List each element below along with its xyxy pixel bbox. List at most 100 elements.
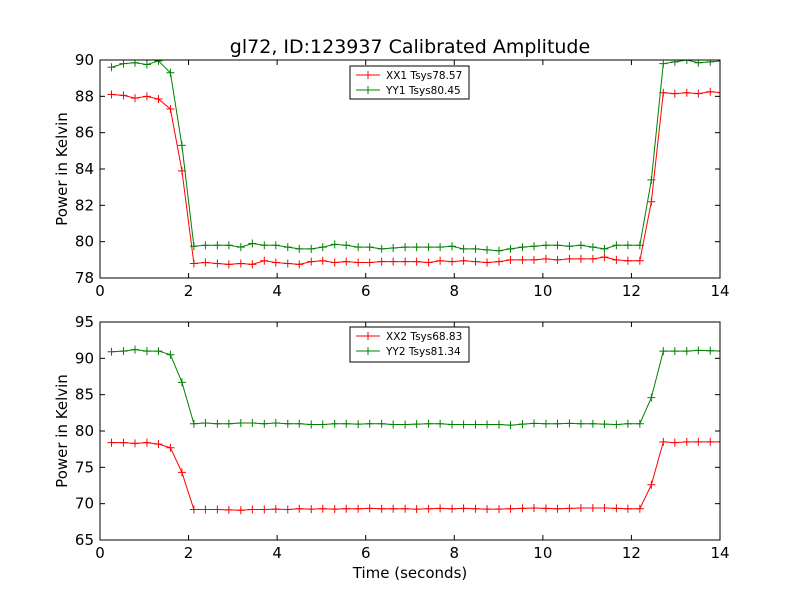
x-tick-label: 8 <box>450 282 460 300</box>
data-point <box>635 241 644 250</box>
data-point <box>354 258 363 267</box>
data-point <box>166 68 175 77</box>
chart-title: gl72, ID:123937 Calibrated Amplitude <box>230 36 590 58</box>
data-point <box>682 437 691 446</box>
data-point <box>541 241 550 250</box>
x-axis-label: Time (seconds) <box>352 564 468 582</box>
data-point <box>330 505 339 514</box>
legend-label: YY1 Tsys80.45 <box>385 85 461 97</box>
data-point <box>213 259 222 268</box>
y-tick-label: 80 <box>75 233 94 251</box>
data-point <box>612 255 621 264</box>
data-point <box>271 258 280 267</box>
data-point <box>401 257 410 266</box>
data-point <box>600 244 609 253</box>
data-point <box>130 345 139 354</box>
data-point <box>365 243 374 252</box>
data-point <box>154 60 163 65</box>
data-point <box>647 480 656 489</box>
data-point <box>459 244 468 253</box>
data-point <box>436 243 445 252</box>
data-point <box>530 419 538 428</box>
data-point <box>342 504 351 513</box>
data-point <box>541 254 550 263</box>
data-point <box>307 257 316 266</box>
data-point <box>342 419 351 428</box>
data-point <box>307 505 316 514</box>
data-point <box>670 60 679 66</box>
data-point <box>248 260 257 269</box>
data-point <box>107 438 116 447</box>
data-point <box>248 239 257 248</box>
y-tick-label: 95 <box>75 313 94 331</box>
data-point <box>377 257 386 266</box>
data-point <box>119 438 128 447</box>
data-point <box>260 419 269 428</box>
data-point <box>130 439 139 448</box>
x-tick-label: 8 <box>450 544 460 562</box>
data-point <box>448 420 457 429</box>
data-point <box>260 241 269 250</box>
data-point <box>588 504 597 513</box>
data-point <box>600 504 609 513</box>
data-point <box>459 420 468 429</box>
data-point <box>377 504 386 513</box>
y-axis-label: Power in Kelvin <box>53 374 71 488</box>
legend-box <box>349 65 470 100</box>
data-point <box>401 420 410 429</box>
data-point <box>518 243 527 252</box>
data-point <box>107 63 116 72</box>
data-point <box>471 420 480 429</box>
data-point <box>459 504 468 513</box>
data-point <box>107 90 116 99</box>
data-point <box>201 505 210 514</box>
data-point <box>354 420 363 429</box>
data-point <box>354 504 363 513</box>
x-tick-label: 4 <box>272 544 282 562</box>
data-point <box>224 505 233 514</box>
series-1-1 <box>107 87 720 269</box>
data-point <box>342 241 351 250</box>
data-point <box>318 256 327 265</box>
data-point <box>448 257 457 266</box>
data-point <box>189 259 198 268</box>
data-point <box>471 257 480 266</box>
data-point <box>682 88 691 97</box>
x-tick-label: 10 <box>533 282 552 300</box>
data-point <box>166 105 175 114</box>
x-tick-label: 4 <box>272 282 282 300</box>
data-point <box>506 504 515 513</box>
data-point <box>659 60 668 68</box>
subplot-2: 0 2 4 6 8 10 12 14 65 70 75 80 85 90 95 Power in Kelvin… <box>53 313 730 582</box>
data-point <box>283 243 292 252</box>
x-tick-label: 12 <box>622 282 641 300</box>
data-point <box>612 504 621 513</box>
data-point <box>201 419 210 428</box>
data-point <box>553 504 562 513</box>
data-point <box>506 244 515 253</box>
y-tick-label: 90 <box>75 349 94 367</box>
data-point <box>424 419 433 428</box>
x-tick-label: 12 <box>622 544 641 562</box>
data-point <box>330 240 339 249</box>
data-point <box>166 350 175 359</box>
y-tick-label: 86 <box>75 124 94 142</box>
x-tick-label: 14 <box>710 282 729 300</box>
data-point <box>553 241 562 250</box>
data-point <box>612 420 621 429</box>
data-point <box>518 504 527 513</box>
data-point <box>213 505 222 514</box>
data-point <box>330 258 339 267</box>
data-point <box>307 244 316 253</box>
data-point <box>236 259 245 268</box>
data-point <box>412 420 421 429</box>
data-point <box>518 420 527 429</box>
data-point <box>389 257 398 266</box>
data-point <box>682 347 691 356</box>
data-point <box>271 505 280 514</box>
data-point <box>318 243 327 252</box>
data-point <box>177 141 186 150</box>
data-point <box>694 346 703 355</box>
x-tick-label: 2 <box>184 544 194 562</box>
data-point <box>154 440 163 449</box>
